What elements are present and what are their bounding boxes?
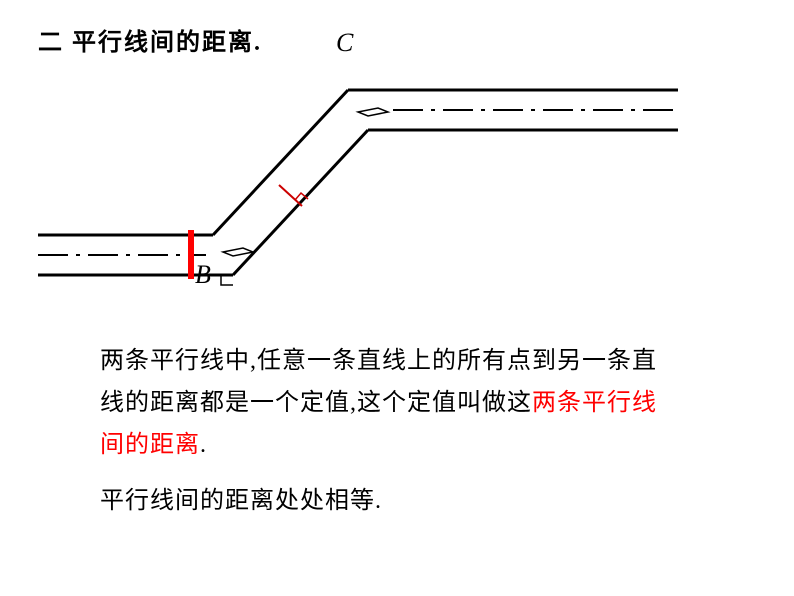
paragraph-1: 两条平行线中,任意一条直线上的所有点到另一条直线的距离都是一个定值,这个定值叫做… [100, 340, 680, 466]
label-b: B [195, 260, 211, 290]
paragraph-2: 平行线间的距离处处相等. [100, 480, 680, 522]
diag-bottom-line [233, 130, 368, 275]
perp-right-angle [295, 193, 308, 200]
road-diagram [38, 30, 688, 290]
diag-top-line [213, 90, 348, 235]
diamond-upper [358, 108, 388, 116]
diamond-lower [223, 248, 253, 256]
para1-part3: . [200, 432, 207, 458]
road-svg [38, 30, 688, 330]
label-c: C [336, 28, 353, 58]
